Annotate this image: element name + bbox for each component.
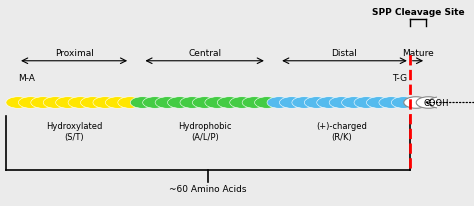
Circle shape [317, 97, 341, 109]
Circle shape [242, 97, 266, 109]
Circle shape [267, 97, 292, 109]
Text: Distal: Distal [332, 48, 357, 57]
Text: M-A: M-A [18, 74, 35, 83]
Circle shape [404, 97, 428, 109]
Circle shape [6, 97, 30, 109]
Circle shape [292, 97, 316, 109]
Circle shape [217, 97, 242, 109]
Text: ~60 Amino Acids: ~60 Amino Acids [169, 184, 246, 193]
Text: Proximal: Proximal [55, 48, 93, 57]
Circle shape [379, 97, 403, 109]
Circle shape [366, 97, 391, 109]
Circle shape [205, 97, 229, 109]
Circle shape [167, 97, 192, 109]
Circle shape [280, 97, 304, 109]
Circle shape [230, 97, 254, 109]
Circle shape [55, 97, 80, 109]
Circle shape [43, 97, 68, 109]
Text: Central: Central [188, 48, 221, 57]
Circle shape [454, 97, 474, 109]
Circle shape [143, 97, 167, 109]
Circle shape [31, 97, 55, 109]
Circle shape [192, 97, 217, 109]
Circle shape [155, 97, 180, 109]
Circle shape [93, 97, 118, 109]
Text: (+)-charged
(R/K): (+)-charged (R/K) [316, 121, 367, 141]
Circle shape [255, 97, 279, 109]
Circle shape [68, 97, 92, 109]
Circle shape [304, 97, 329, 109]
Circle shape [81, 97, 105, 109]
Text: Hydroxylated
(S/T): Hydroxylated (S/T) [46, 121, 102, 141]
Circle shape [354, 97, 378, 109]
Circle shape [329, 97, 354, 109]
Circle shape [428, 97, 453, 109]
Circle shape [392, 97, 416, 109]
Circle shape [441, 97, 465, 109]
Circle shape [18, 97, 43, 109]
Circle shape [180, 97, 204, 109]
Circle shape [130, 97, 155, 109]
Text: COOH: COOH [423, 98, 449, 108]
Circle shape [118, 97, 142, 109]
Text: SPP Cleavage Site: SPP Cleavage Site [372, 8, 464, 17]
Text: Mature: Mature [402, 48, 434, 57]
Text: T-G: T-G [392, 74, 408, 83]
Circle shape [105, 97, 130, 109]
Circle shape [416, 97, 441, 109]
Text: Hydrophobic
(A/L/P): Hydrophobic (A/L/P) [178, 121, 231, 141]
Circle shape [342, 97, 366, 109]
